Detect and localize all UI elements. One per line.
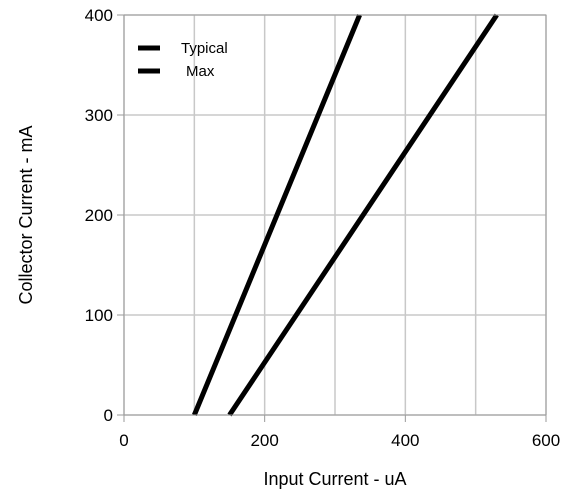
series-line-max	[227, 13, 499, 417]
tick-labels: 0 200 400 600 0 100 200 300 400	[85, 6, 561, 450]
x-tick-label: 200	[250, 431, 278, 450]
y-tick-label: 400	[85, 6, 113, 25]
x-axis-title: Input Current - uA	[263, 469, 406, 489]
x-tick-label: 400	[391, 431, 419, 450]
x-tick-label: 0	[119, 431, 128, 450]
y-tick-label: 0	[104, 406, 113, 425]
legend-label: Typical	[181, 40, 228, 57]
legend: Typical Max	[138, 40, 228, 80]
y-tick-label: 200	[85, 206, 113, 225]
series-lines	[192, 13, 499, 417]
x-tick-label: 600	[532, 431, 560, 450]
y-tick-label: 100	[85, 306, 113, 325]
series-line-typical	[192, 14, 362, 416]
y-axis-title: Collector Current - mA	[16, 125, 36, 304]
legend-label: Max	[186, 63, 215, 80]
y-tick-label: 300	[85, 106, 113, 125]
